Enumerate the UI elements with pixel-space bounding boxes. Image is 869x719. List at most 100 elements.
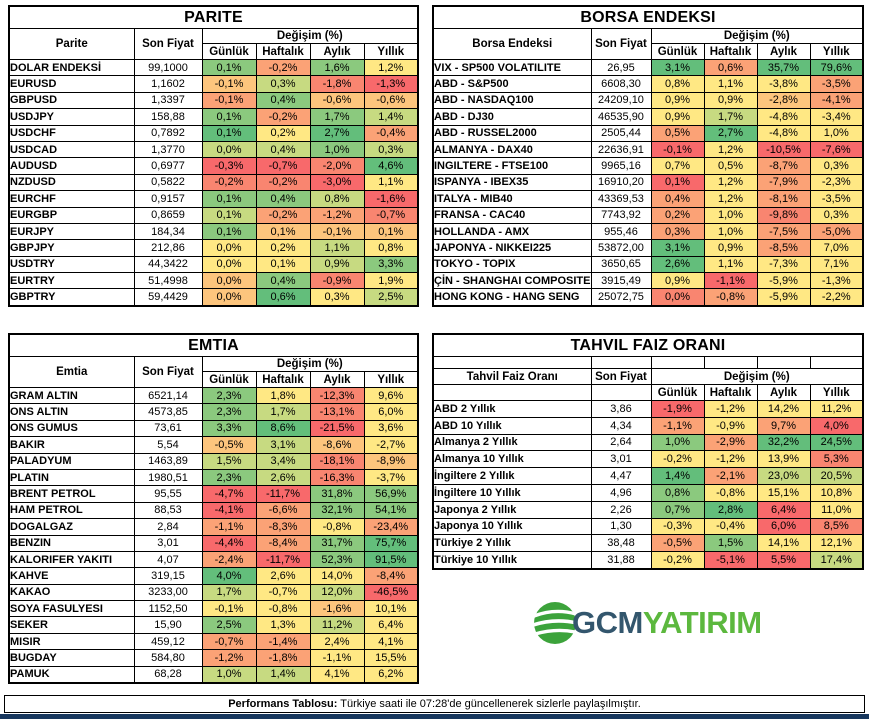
change-cell: -23,4% [363, 518, 419, 536]
last-price: 38,48 [590, 534, 652, 553]
change-cell: 0,2% [650, 206, 705, 224]
last-price: 3915,49 [590, 272, 652, 290]
gcm-yatirim-logo: GCM YATIRIM [530, 596, 762, 650]
instrument-name: EURUSD [8, 75, 135, 93]
last-price: 0,6977 [133, 157, 203, 175]
table-row: EURTRY 51,4998 0,0% 0,4% -0,9% 1,9% [8, 272, 419, 290]
table-row: MISIR 459,12 -0,7% -1,4% 2,4% 4,1% [8, 632, 419, 651]
change-cell: 0,0% [650, 288, 705, 307]
table-row: ALMANYA - DAX40 22636,91 -0,1% 1,2% -10,5% -7… [432, 140, 864, 159]
change-cell: -3,0% [309, 173, 365, 192]
change-cell: -5,9% [756, 288, 811, 307]
spacer-cell [703, 356, 758, 369]
change-cell: 0,3% [309, 288, 365, 307]
column-header-price: Son Fiyat [590, 368, 652, 385]
change-cell: 91,5% [363, 550, 419, 569]
last-price: 6608,30 [590, 75, 652, 93]
change-cell: -7,5% [756, 222, 811, 241]
change-cell: 5,5% [756, 551, 811, 570]
last-price: 3,01 [590, 450, 652, 469]
table-row: NZDUSD 0,5822 -0,2% -0,2% -3,0% 1,1% [8, 173, 419, 192]
change-cell: -4,8% [756, 124, 811, 142]
change-cell: 2,7% [703, 124, 758, 142]
emtia-table: EMTIA Emtia Son Fiyat Değişim (%) Günlük… [8, 333, 419, 685]
column-header-price: Son Fiyat [133, 356, 203, 388]
change-cell: -0,8% [703, 483, 758, 502]
change-cell: 1,2% [703, 173, 758, 192]
spacer-cell [432, 356, 592, 369]
last-price: 0,9157 [133, 190, 203, 208]
change-cell: -46,5% [363, 583, 419, 602]
change-cell: -1,2% [703, 450, 758, 469]
change-cell: 2,3% [201, 386, 257, 405]
change-cell: 0,6% [255, 288, 311, 307]
change-cell: 12,1% [809, 534, 864, 553]
change-cell: 1,5% [703, 534, 758, 553]
change-cell: 3,6% [363, 419, 419, 438]
change-cell: 1,0% [809, 124, 864, 142]
change-cell: -1,6% [363, 190, 419, 208]
column-header-monthly: Aylık [756, 43, 811, 60]
change-cell: -2,8% [756, 91, 811, 110]
column-header-price: Son Fiyat [590, 28, 652, 60]
table-row: EURCHF 0,9157 0,1% 0,4% 0,8% -1,6% [8, 190, 419, 208]
change-cell: -0,4% [703, 517, 758, 536]
instrument-name: Almanya 10 Yıllık [432, 450, 592, 469]
last-price: 319,15 [133, 567, 203, 585]
change-cell: -0,4% [363, 124, 419, 142]
change-cell: -0,7% [363, 206, 419, 224]
change-cell: -8,9% [363, 452, 419, 470]
last-price: 6521,14 [133, 386, 203, 405]
change-cell: -4,8% [756, 108, 811, 126]
change-cell: -5,1% [703, 551, 758, 570]
change-cell: 0,1% [201, 222, 257, 241]
change-cell: 6,0% [363, 403, 419, 421]
change-cell: -0,5% [201, 436, 257, 454]
column-header-yearly: Yıllık [809, 384, 864, 401]
table-row: SOYA FASULYESI 1152,50 -0,1% -0,8% -1,6% 10,1… [8, 600, 419, 618]
column-header-weekly: Haftalık [703, 43, 758, 60]
instrument-name: ONS ALTIN [8, 403, 135, 421]
last-price: 459,12 [133, 632, 203, 651]
table-row: PAMUK 68,28 1,0% 1,4% 4,1% 6,2% [8, 665, 419, 684]
last-price: 1,3397 [133, 91, 203, 110]
change-cell: -0,1% [201, 600, 257, 618]
change-cell: 5,3% [809, 450, 864, 469]
change-cell: -0,3% [650, 517, 705, 536]
change-cell: 0,1% [201, 190, 257, 208]
change-cell: 3,4% [255, 452, 311, 470]
table-title: EMTIA [8, 333, 419, 357]
table-row: EURUSD 1,1602 -0,1% 0,3% -1,8% -1,3% [8, 75, 419, 93]
change-cell: 8,6% [255, 419, 311, 438]
column-header-name: Borsa Endeksi [432, 28, 592, 60]
table-row: GRAM ALTIN 6521,14 2,3% 1,8% -12,3% 9,6% [8, 386, 419, 405]
table-row: PALADYUM 1463,89 1,5% 3,4% -18,1% -8,9% [8, 452, 419, 470]
change-cell: -2,9% [703, 433, 758, 452]
change-cell: 13,9% [756, 450, 811, 469]
change-group-header: Değişim (%) [650, 28, 864, 44]
change-cell: -9,8% [756, 206, 811, 224]
spacer-row [432, 356, 864, 369]
change-cell: 1,7% [201, 583, 257, 602]
change-cell: 14,2% [756, 400, 811, 418]
table-row: HONG KONG - HANG SENG 25072,75 0,0% -0,8% -5… [432, 288, 864, 307]
change-cell: 23,0% [756, 467, 811, 485]
change-cell: 0,1% [201, 58, 257, 77]
table-row: SEKER 15,90 2,5% 1,3% 11,2% 6,4% [8, 616, 419, 634]
change-cell: 4,0% [809, 416, 864, 435]
change-cell: -1,2% [703, 400, 758, 418]
instrument-name: KAHVE [8, 567, 135, 585]
change-cell: 14,0% [309, 567, 365, 585]
table-row: VIX - SP500 VOLATILITE 26,95 3,1% 0,6% 35,7%… [432, 58, 864, 77]
table-row: BENZIN 3,01 -4,4% -8,4% 31,7% 75,7% [8, 534, 419, 552]
change-cell: -0,7% [255, 157, 311, 175]
instrument-name: FRANSA - CAC40 [432, 206, 592, 224]
change-cell: 1,4% [650, 467, 705, 485]
column-header-yearly: Yıllık [809, 43, 864, 60]
last-price: 3233,00 [133, 583, 203, 602]
last-price: 15,90 [133, 616, 203, 634]
table-row: EURJPY 184,34 0,1% 0,1% -0,1% 0,1% [8, 222, 419, 241]
last-price: 3,01 [133, 534, 203, 552]
table-row: USDJPY 158,88 0,1% -0,2% 1,7% 1,4% [8, 108, 419, 126]
change-cell: 0,8% [309, 190, 365, 208]
